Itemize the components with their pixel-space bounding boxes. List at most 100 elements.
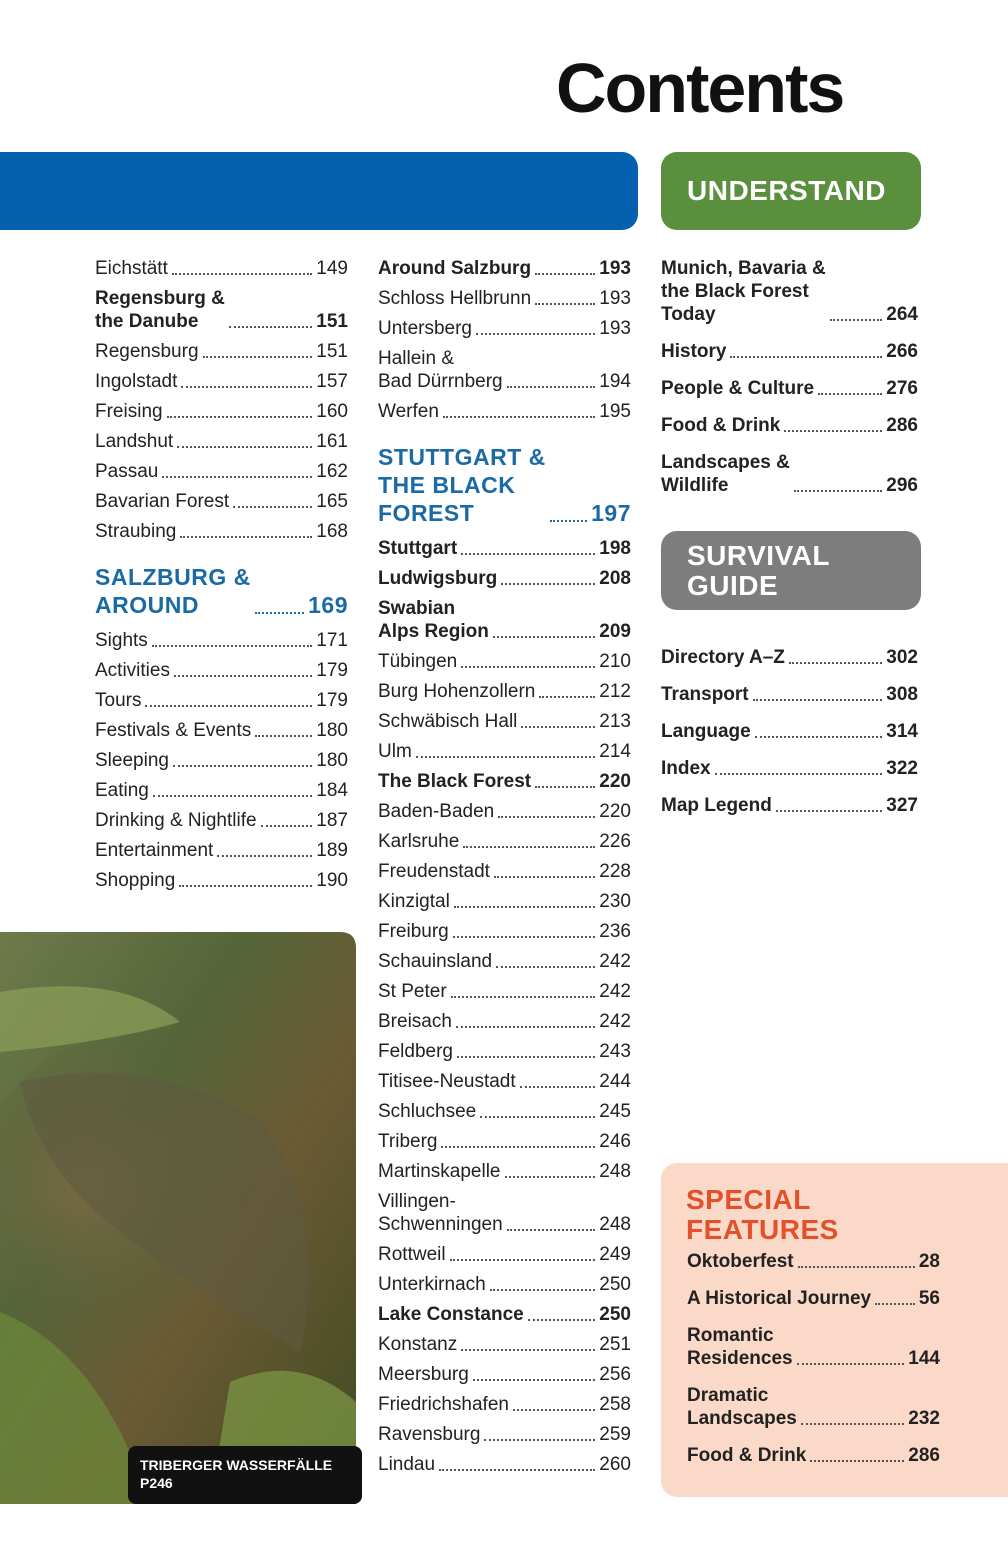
page-number: 228 [599, 861, 631, 882]
entry-label: Activities [95, 660, 170, 681]
toc-entry: Lake Constance 250 [378, 1303, 631, 1326]
entry-label: Freiburg [378, 921, 449, 942]
page-number: 56 [918, 1288, 940, 1309]
dot-leader [498, 816, 596, 818]
dot-leader [228, 326, 313, 328]
dot-leader [181, 386, 313, 388]
page-number: 248 [599, 1161, 631, 1182]
dot-leader [496, 966, 596, 968]
entry-label: Friedrichshafen [378, 1394, 509, 1415]
toc-entry: Untersberg 193 [378, 317, 631, 340]
page-number: 248 [599, 1214, 631, 1235]
entry-label: Eichstätt [95, 258, 168, 279]
toc-entry: Friedrichshafen 258 [378, 1393, 631, 1416]
toc-entry: Rottweil 249 [378, 1243, 631, 1266]
toc-entry: Activities 179 [95, 659, 348, 682]
page-number: 197 [591, 500, 631, 526]
dot-leader [504, 1176, 596, 1178]
dot-leader [535, 786, 596, 788]
dot-leader [493, 876, 596, 878]
page-number: 256 [599, 1364, 631, 1385]
page-number: 249 [599, 1244, 631, 1265]
entry-label: Sights [95, 630, 148, 651]
toc-entry: Romantic Residences 144 [687, 1324, 940, 1370]
dot-leader [442, 416, 596, 418]
dot-leader [151, 645, 313, 647]
entry-label: Schauinsland [378, 951, 493, 972]
page-number: 187 [316, 810, 348, 831]
page-number: 244 [599, 1071, 631, 1092]
dot-leader [461, 1349, 596, 1351]
toc-entry: Food & Drink 286 [661, 414, 918, 437]
page-number: 259 [599, 1424, 631, 1445]
dot-leader [472, 1379, 596, 1381]
page-number: 242 [599, 1011, 631, 1032]
entry-label: Stuttgart [378, 538, 458, 559]
survival-list: Directory A–Z 302 Transport 308 Language 314 I… [661, 646, 918, 831]
toc-entry: Triberg 246 [378, 1130, 631, 1153]
page-number: 236 [599, 921, 631, 942]
photo [0, 932, 356, 1504]
entry-label: People & Culture [661, 378, 815, 399]
dot-leader [457, 1056, 596, 1058]
page-number: 213 [599, 711, 631, 732]
understand-list: Munich, Bavaria & the Black Forest Today… [661, 257, 918, 511]
toc-entry: Schluchsee 245 [378, 1100, 631, 1123]
toc-entry: Freudenstadt 228 [378, 860, 631, 883]
dot-leader [492, 636, 596, 638]
page-title: Contents [556, 49, 845, 127]
entry-label: Untersberg [378, 318, 472, 339]
page-number: 242 [599, 951, 631, 972]
entry-label: Freudenstadt [378, 861, 490, 882]
dot-leader [162, 476, 313, 478]
toc-entry: Lindau 260 [378, 1453, 631, 1476]
entry-label: Feldberg [378, 1041, 453, 1062]
page-number: 242 [599, 981, 631, 1002]
page-number: 226 [599, 831, 631, 852]
page-number: 209 [599, 621, 631, 642]
dot-leader [730, 356, 883, 358]
dot-leader [254, 612, 305, 614]
page-number: 169 [308, 592, 348, 618]
page-number: 189 [316, 840, 348, 861]
toc-entry: Ingolstadt 157 [95, 370, 348, 393]
toc-entry: Food & Drink 286 [687, 1444, 940, 1467]
toc-entry: Meersburg 256 [378, 1363, 631, 1386]
dot-leader [171, 273, 313, 275]
toc-entry: Schwäbisch Hall 213 [378, 710, 631, 733]
entry-label: Romantic Residences [687, 1325, 793, 1369]
section-heading: SALZBURG & AROUND 169 [95, 563, 348, 619]
entry-label: St Peter [378, 981, 447, 1002]
dot-leader [179, 885, 313, 887]
entry-label: Regensburg [95, 341, 199, 362]
toc-entry: Swabian Alps Region 209 [378, 597, 631, 643]
dot-leader [202, 356, 313, 358]
entry-label: Munich, Bavaria & the Black Forest Today [661, 258, 826, 325]
page-number: 193 [599, 258, 631, 279]
survival-heading: SURVIVAL GUIDE [661, 531, 921, 610]
page-number: 243 [599, 1041, 631, 1062]
entry-label: SALZBURG & AROUND [95, 564, 251, 618]
entry-label: A Historical Journey [687, 1288, 872, 1309]
dot-leader [260, 825, 313, 827]
page-number: 258 [599, 1394, 631, 1415]
toc-entry: People & Culture 276 [661, 377, 918, 400]
entry-label: Sleeping [95, 750, 169, 771]
caption-line: P246 [140, 1475, 173, 1491]
entry-label: Map Legend [661, 795, 772, 816]
dot-leader [818, 393, 883, 395]
page-number: 193 [599, 288, 631, 309]
page-number: 180 [316, 750, 348, 771]
page-number: 296 [886, 475, 918, 496]
entry-label: Karlsruhe [378, 831, 460, 852]
header-bar [0, 152, 638, 230]
page-number: 214 [599, 741, 631, 762]
toc-entry: Sleeping 180 [95, 749, 348, 772]
dot-leader [519, 1086, 596, 1088]
entry-label: Oktoberfest [687, 1251, 794, 1272]
entry-label: Regensburg & the Danube [95, 288, 225, 332]
toc-entry: St Peter 242 [378, 980, 631, 1003]
dot-leader [714, 773, 883, 775]
entry-label: History [661, 341, 727, 362]
entry-label: Baden-Baden [378, 801, 495, 822]
